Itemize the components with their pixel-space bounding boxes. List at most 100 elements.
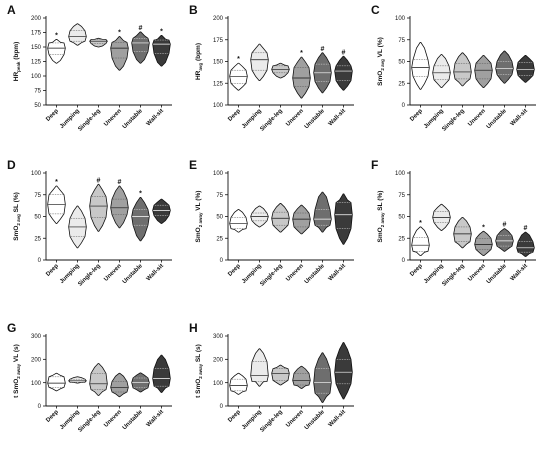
x-tick-label: Single-leg [77,108,102,133]
significance-mark: # [503,222,507,229]
violin-single-leg [271,203,290,233]
panel-letter: H [189,321,198,335]
y-tick-label: 75 [398,193,405,199]
violin-deep [411,41,430,90]
significance-mark: * [55,32,58,39]
violin-single-leg [271,364,290,386]
y-tick-label: 125 [31,60,42,66]
panel-letter: D [7,158,16,172]
y-axis-label-main: SmO [377,71,384,86]
x-tick-label: Wall-sit [328,409,347,428]
panel-letter: C [371,3,380,17]
significance-mark: # [342,49,346,56]
violin-uneven [292,204,311,235]
significance-mark: * [237,56,240,63]
y-tick-label: 75 [216,193,223,199]
violin-deep [47,185,66,224]
y-axis-label-unit: (bpm) [13,42,20,62]
y-tick-label: 100 [213,381,224,387]
panel-letter: E [189,158,197,172]
x-tick-label: Deep [45,108,60,123]
y-tick-label: 0 [220,258,224,264]
violin-wall-sit [516,55,535,83]
y-axis-label-subscript: 2 away [16,363,21,378]
x-tick-label: Unstable [304,263,327,286]
violin-wall-sit [516,231,535,257]
x-tick-label: Unstable [486,108,509,131]
x-tick-label: Deep [45,409,60,424]
x-tick-label: Uneven [467,263,487,283]
y-axis-label-main: t SmO [13,379,20,398]
violin-wall-sit [334,193,353,245]
violin-uneven [110,185,129,229]
y-tick-label: 50 [34,103,41,109]
x-tick-label: Deep [227,409,242,424]
violin-single-leg [453,216,472,249]
y-tick-label: 175 [213,38,224,44]
x-tick-label: Wall-sit [146,108,165,127]
y-axis-label-main: HR [195,70,202,80]
y-tick-label: 75 [34,193,41,199]
violin-uneven [110,372,129,398]
violin-uneven [474,55,493,88]
y-tick-label: 100 [31,171,42,177]
y-tick-label: 100 [213,171,224,177]
y-tick-label: 0 [38,404,42,410]
y-axis-label: t SmO2 away VL (s) [13,344,21,398]
y-axis-label-main: HR [13,72,20,82]
y-axis-label-main: t SmO [195,379,202,398]
x-tick-label: Uneven [103,263,123,283]
y-tick-label: 25 [216,236,223,242]
violin-unstable [313,352,332,403]
y-tick-label: 100 [31,381,42,387]
y-tick-label: 75 [398,38,405,44]
x-tick-label: Deep [45,263,60,278]
significance-mark: # [321,46,325,53]
y-axis-label: t SmO2 away SL (s) [195,344,203,398]
x-tick-label: Wall-sit [510,263,529,282]
significance-mark: * [419,220,422,227]
violin-single-leg [89,363,108,396]
y-axis-label-unit: (bpm) [195,43,202,63]
significance-mark: # [139,25,143,32]
y-axis-label-subscript: 2 away [380,212,385,227]
x-tick-label: Uneven [285,263,305,283]
y-tick-label: 75 [34,89,41,95]
violin-unstable [495,50,514,84]
y-axis-label-main: SmO [377,227,384,242]
x-tick-label: Unstable [304,409,327,432]
y-tick-label: 50 [398,215,405,221]
violin-unstable [131,31,150,64]
y-tick-label: 200 [31,358,42,364]
y-axis-label: SmO2 away VL (%) [195,191,203,243]
violin-deep [229,209,248,233]
y-axis-label: SmO2 avg VL (%) [377,37,385,86]
violin-deep [229,62,248,91]
y-axis-label-subscript: 2 away [198,212,203,227]
panel-letter: B [189,3,198,17]
violin-single-leg [89,37,108,48]
x-tick-label: Uneven [103,108,123,128]
y-tick-label: 200 [31,16,42,22]
x-tick-label: Single-leg [77,409,102,434]
violin-jumping [432,54,451,88]
violin-uneven [474,230,493,257]
x-tick-label: Single-leg [441,108,466,133]
y-tick-label: 100 [31,74,42,80]
panel-letter: G [7,321,16,335]
violin-wall-sit [334,342,353,400]
significance-mark: # [97,177,101,184]
y-tick-label: 0 [38,258,42,264]
y-tick-label: 50 [216,215,223,221]
x-tick-label: Deep [227,263,242,278]
significance-mark: * [118,30,121,37]
violin-wall-sit [152,198,171,224]
y-tick-label: 150 [31,45,42,51]
y-axis-label-unit: VL (%) [195,191,202,213]
y-tick-label: 25 [34,236,41,242]
